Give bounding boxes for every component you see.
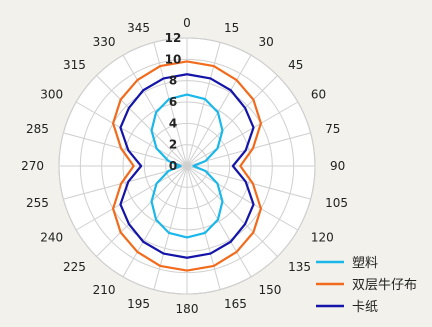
angular-gridline [186, 54, 252, 167]
angular-gridline [186, 75, 278, 167]
angular-gridline [63, 165, 188, 200]
angular-tick-label: 225 [63, 260, 86, 274]
radial-tick-label: 0 [169, 159, 177, 173]
angular-tick-label: 285 [26, 122, 49, 136]
angular-gridline [186, 132, 311, 167]
radial-tick-label: 8 [169, 74, 177, 88]
angular-gridline [122, 165, 188, 278]
series-line [111, 60, 262, 272]
angular-tick-label: 60 [311, 88, 326, 102]
series-line [150, 93, 224, 239]
angular-tick-label: 270 [21, 159, 44, 173]
angular-tick-label: 75 [325, 122, 340, 136]
angular-gridline [63, 132, 188, 167]
angular-gridline [186, 165, 311, 200]
angular-gridline [186, 165, 252, 278]
angular-tick-label: 315 [63, 58, 86, 72]
angular-tick-label: 255 [26, 196, 49, 210]
angular-gridline [75, 165, 188, 231]
angular-gridline [96, 165, 188, 257]
radial-tick-label: 4 [169, 116, 177, 130]
radial-tick-label: 12 [165, 31, 182, 45]
angular-gridline [153, 42, 188, 167]
angular-tick-label: 300 [40, 88, 63, 102]
series-line [119, 73, 255, 259]
angular-gridline [186, 101, 299, 167]
angular-tick-label: 120 [311, 231, 334, 245]
polar-grid [58, 37, 316, 295]
angular-gridline [186, 165, 221, 290]
angular-gridline [75, 101, 188, 167]
angular-tick-label: 240 [40, 231, 63, 245]
legend-label: 双层牛仔布 [352, 278, 417, 293]
legend-label: 卡纸 [352, 300, 378, 315]
angular-gridline [96, 75, 188, 167]
radial-tick-label: 2 [169, 138, 177, 152]
angular-gridline [186, 165, 278, 257]
angular-tick-label: 105 [325, 196, 348, 210]
angular-tick-label: 345 [127, 21, 150, 35]
angular-tick-label: 90 [330, 159, 345, 173]
angular-gridline [186, 165, 299, 231]
legend-label: 塑料 [352, 256, 378, 271]
angular-tick-labels: 0 153045607590105120135150165180195210225… [21, 16, 348, 316]
radial-tick-labels: 0 2 4 6 8 10 12 [165, 31, 182, 173]
series-lines [111, 60, 262, 272]
angular-gridline [186, 42, 221, 167]
angular-tick-label: 165 [224, 297, 247, 311]
angular-gridline [153, 165, 188, 290]
angular-tick-label: 150 [259, 283, 282, 297]
radial-tick-label: 6 [169, 95, 177, 109]
angular-tick-label: 0 [183, 16, 191, 30]
angular-tick-label: 210 [93, 283, 116, 297]
angular-gridline [122, 54, 188, 167]
angular-tick-label: 15 [224, 21, 239, 35]
angular-tick-label: 45 [288, 58, 303, 72]
radial-tick-label: 10 [165, 52, 182, 66]
angular-tick-label: 195 [127, 297, 150, 311]
angular-tick-label: 135 [288, 260, 311, 274]
angular-tick-label: 330 [93, 35, 116, 49]
angular-tick-label: 30 [259, 35, 274, 49]
angular-tick-label: 180 [176, 302, 199, 316]
